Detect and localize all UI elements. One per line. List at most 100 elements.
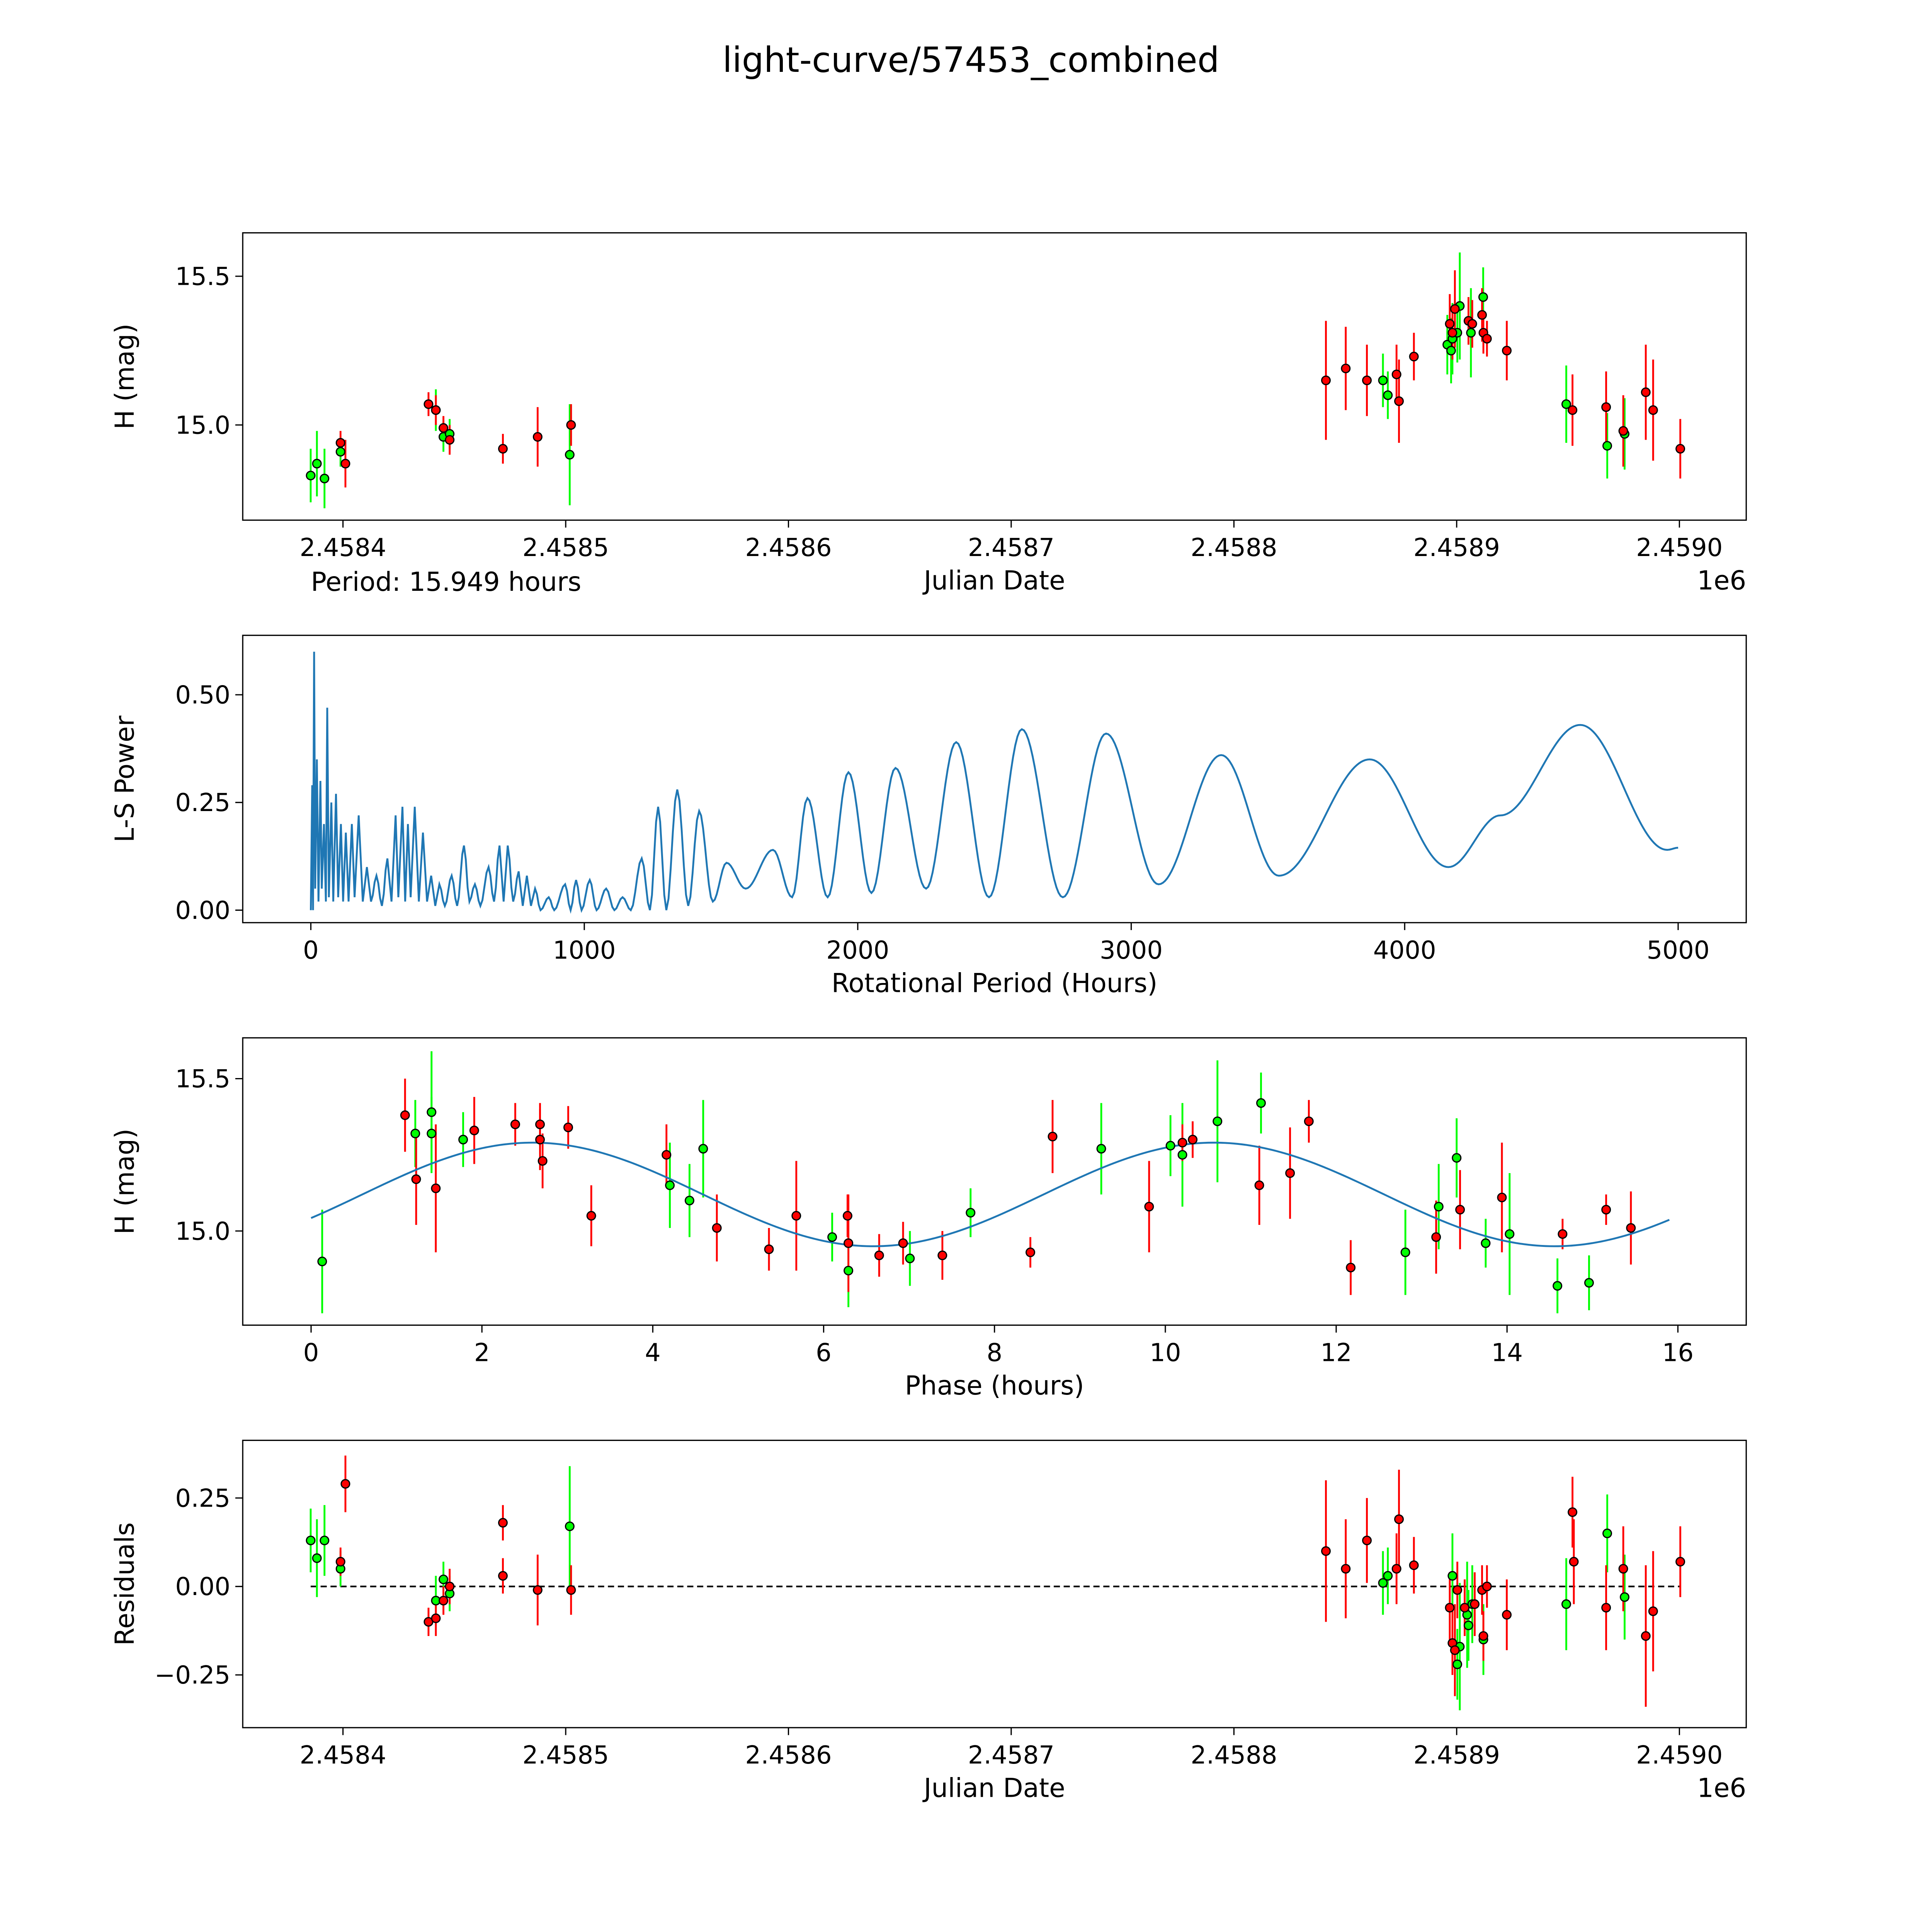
panel-residuals: 2.4584 2.4585 2.4586 2.4587 2.4588 2.4589 2.45… — [110, 1439, 1747, 1803]
data-point-green — [458, 1134, 468, 1145]
data-point-red — [1648, 1606, 1658, 1616]
data-point-green — [1619, 1592, 1629, 1602]
data-point-red — [1409, 1560, 1419, 1570]
x-tick-label: 2.4587 — [968, 1741, 1054, 1770]
data-point-red — [439, 1595, 449, 1605]
data-point-green — [1446, 345, 1456, 355]
data-point-green — [312, 1553, 322, 1563]
x-tick-label: 2.4585 — [522, 1741, 609, 1770]
data-point-green — [1602, 441, 1612, 451]
data-point-red — [1321, 1546, 1331, 1556]
y-axis-label: H (mag) — [110, 1129, 140, 1235]
data-point-red — [1391, 1564, 1401, 1574]
x-tick-label: 6 — [816, 1338, 832, 1367]
data-point-green — [1383, 1571, 1393, 1581]
plot-area — [306, 252, 1685, 509]
data-point-red — [535, 1119, 545, 1129]
data-point-red — [537, 1156, 548, 1166]
data-point-green — [1452, 1659, 1463, 1669]
x-tick-label: 0 — [303, 1338, 319, 1367]
data-point-red — [1341, 364, 1351, 374]
data-point-red — [1601, 402, 1611, 412]
data-point-red — [842, 1211, 852, 1221]
plot-area — [306, 1455, 1685, 1711]
data-point-green — [1434, 1202, 1444, 1212]
x-axis-label: Phase (hours) — [905, 1371, 1084, 1401]
data-point-red — [340, 459, 350, 469]
data-point-red — [764, 1244, 774, 1254]
periodogram-line — [310, 651, 1679, 914]
x-offset-label: 1e6 — [1697, 566, 1746, 596]
x-tick-label: 2000 — [826, 936, 889, 965]
x-offset-label: 1e6 — [1697, 1773, 1746, 1803]
x-tick-label: 2.4584 — [299, 1741, 386, 1770]
panels: 2.4584 2.4585 2.4586 2.4587 2.4588 2.4589 2.45… — [110, 232, 1747, 1803]
x-tick-label: 2.4586 — [745, 1741, 832, 1770]
data-point-red — [1502, 1610, 1512, 1620]
x-tick-label: 2 — [474, 1338, 490, 1367]
axes-frame — [242, 634, 1747, 923]
x-axis-label: Rotational Period (Hours) — [832, 968, 1158, 998]
x-tick-label: 2.4588 — [1190, 1741, 1277, 1770]
data-point-red — [535, 1134, 545, 1145]
data-point-red — [586, 1211, 596, 1221]
data-point-green — [565, 1521, 575, 1531]
data-point-red — [662, 1150, 672, 1160]
data-point-red — [566, 1585, 576, 1595]
data-point-red — [532, 432, 543, 442]
data-point-red — [1497, 1192, 1507, 1202]
data-point-red — [1558, 1229, 1568, 1239]
data-point-red — [874, 1250, 884, 1260]
data-point-red — [1254, 1180, 1264, 1190]
data-point-green — [1256, 1098, 1266, 1108]
data-point-green — [1478, 292, 1488, 302]
y-tick-label: 15.5 — [175, 1065, 230, 1094]
data-point-red — [1482, 334, 1492, 344]
data-point-red — [1601, 1603, 1611, 1613]
panel-light-curve: 2.4584 2.4585 2.4586 2.4587 2.4588 2.4589 2.45… — [110, 232, 1747, 596]
data-point-green — [665, 1180, 675, 1190]
data-point-red — [400, 1110, 410, 1120]
data-point-red — [469, 1126, 479, 1136]
data-point-red — [1675, 444, 1685, 454]
x-tick-label: 5000 — [1646, 936, 1709, 965]
data-point-green — [1452, 1153, 1462, 1163]
data-point-red — [445, 1582, 455, 1592]
data-point-red — [1648, 405, 1658, 415]
data-point-red — [1641, 1631, 1651, 1641]
data-point-green — [1584, 1278, 1594, 1288]
data-point-green — [1466, 328, 1476, 338]
data-point-green — [1400, 1247, 1410, 1257]
data-point-red — [1188, 1134, 1198, 1145]
data-point-red — [1341, 1564, 1351, 1574]
data-point-green — [1553, 1281, 1563, 1291]
data-point-red — [1618, 426, 1628, 436]
x-tick-label: 1000 — [553, 936, 616, 965]
y-tick-label: 0.25 — [175, 789, 230, 817]
data-point-green — [1447, 1571, 1458, 1581]
data-point-red — [1470, 1599, 1480, 1609]
axes-frame — [242, 232, 1747, 521]
period-annotation: Period: 15.949 hours — [311, 567, 581, 597]
data-point-green — [306, 1536, 316, 1546]
data-point-red — [340, 1479, 350, 1489]
y-tick-label: 15.0 — [175, 411, 230, 440]
data-point-green — [565, 450, 575, 460]
x-tick-label: 2.4587 — [968, 534, 1054, 562]
data-point-red — [1482, 1582, 1492, 1592]
y-tick-label: 0.50 — [175, 681, 230, 710]
data-point-green — [1602, 1528, 1612, 1538]
data-point-red — [1362, 1536, 1372, 1546]
data-point-red — [1477, 310, 1487, 320]
x-tick-label: 10 — [1150, 1338, 1181, 1367]
data-point-red — [335, 438, 345, 448]
x-tick-label: 0 — [303, 936, 319, 965]
x-tick-label: 2.4590 — [1636, 534, 1723, 562]
data-point-green — [320, 473, 330, 483]
x-tick-label: 14 — [1491, 1338, 1523, 1367]
x-tick-label: 2.4585 — [522, 534, 609, 562]
data-point-green — [1561, 399, 1571, 409]
data-point-red — [1144, 1202, 1154, 1212]
data-point-red — [445, 435, 455, 445]
x-tick-label: 3000 — [1100, 936, 1163, 965]
